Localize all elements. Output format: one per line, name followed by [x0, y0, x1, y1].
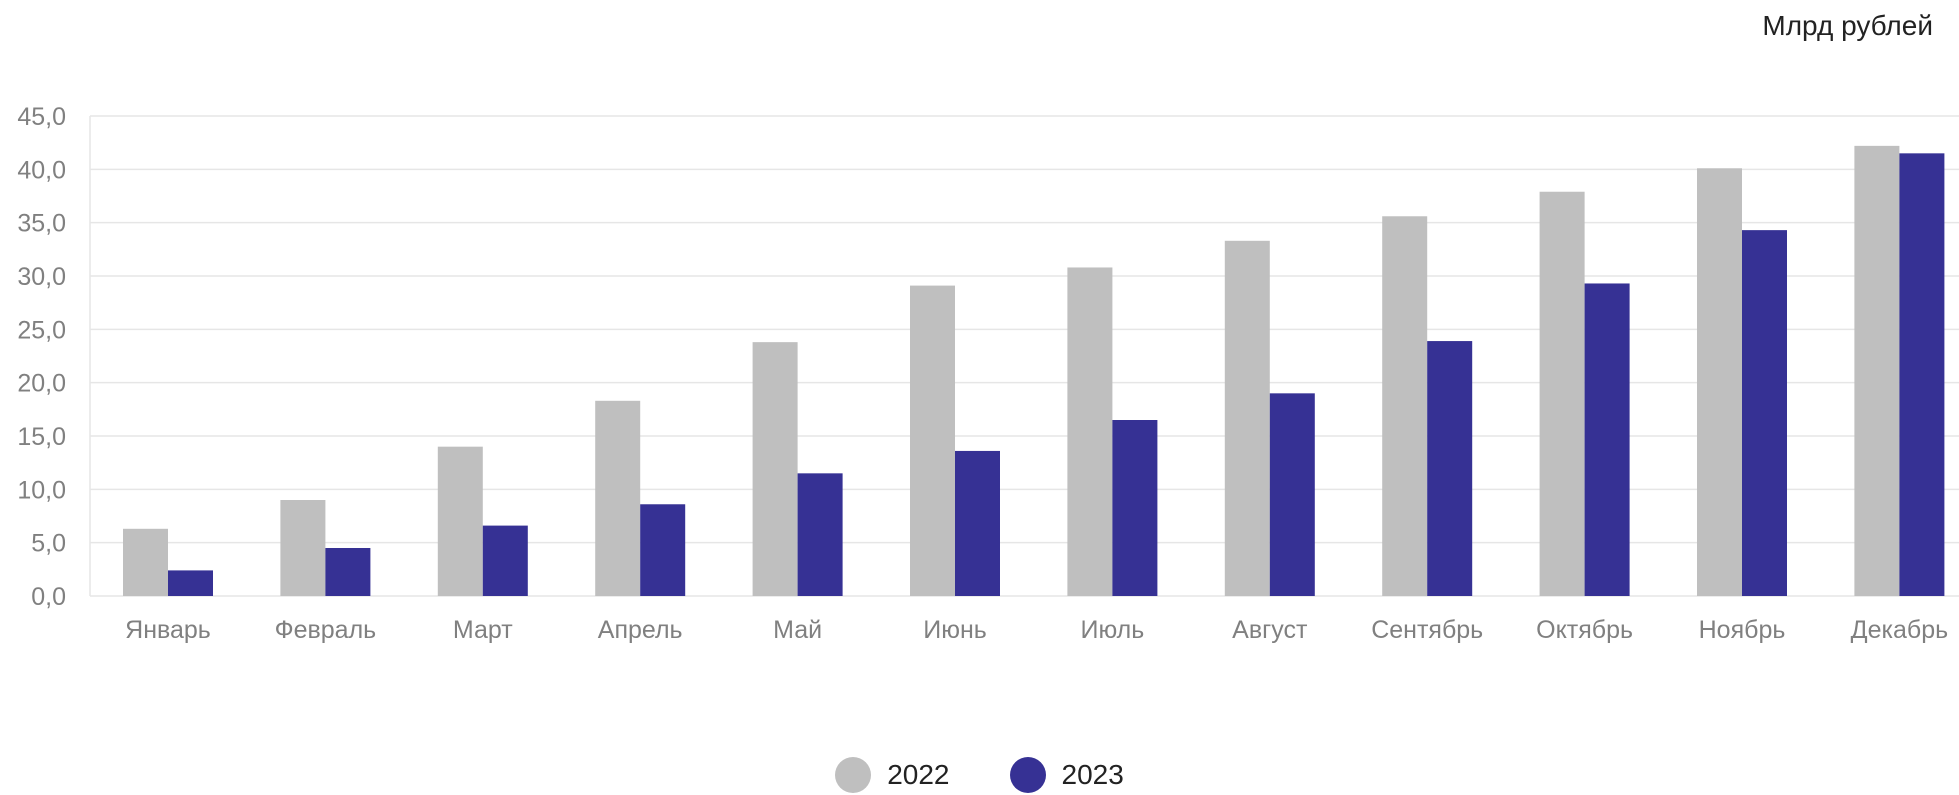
bar-2023-2[interactable]: [325, 548, 371, 596]
y-tick-label: 30,0: [17, 263, 66, 291]
bar-2022-7[interactable]: [1067, 267, 1113, 596]
grid-lines: [89, 115, 1959, 597]
bar-2022-12[interactable]: [1854, 145, 1900, 596]
bar-2022-8[interactable]: [1224, 240, 1270, 597]
y-tick-label: 45,0: [17, 103, 66, 131]
y-axis-ticks: 0,0 5,0 10,0 15,0 20,0 25,0 30,0 35,0 40,0 45,0: [17, 103, 66, 611]
bar-2023-5[interactable]: [797, 473, 843, 596]
y-tick-label: 40,0: [17, 156, 66, 184]
legend-label-2023: 2023: [1061, 759, 1124, 790]
x-tick-label: Сентябрь: [1371, 616, 1483, 644]
x-tick-label: Июль: [1081, 616, 1145, 644]
bar-2022-9[interactable]: [1382, 216, 1428, 596]
x-tick-label: Май: [773, 616, 822, 644]
bar-2023-1[interactable]: [168, 570, 213, 596]
x-tick-label: Декабрь: [1851, 616, 1948, 644]
bar-2023-6[interactable]: [955, 450, 1000, 596]
bar-2022-11[interactable]: [1697, 168, 1742, 596]
legend-item-2023[interactable]: 2023: [1009, 757, 1124, 793]
x-tick-label: Июнь: [923, 616, 987, 644]
bar-2022-4[interactable]: [595, 400, 641, 596]
y-tick-label: 10,0: [17, 476, 66, 504]
bar-2023-7[interactable]: [1112, 420, 1158, 596]
y-tick-label: 35,0: [17, 210, 66, 238]
y-tick-label: 25,0: [17, 316, 66, 344]
legend: 2022 2023: [0, 757, 1959, 793]
bar-2022-6[interactable]: [910, 285, 955, 596]
bar-2023-4[interactable]: [640, 504, 686, 596]
legend-marker-2022: [835, 757, 872, 793]
unit-label: Млрд рублей: [1762, 10, 1933, 41]
bar-2022-10[interactable]: [1539, 191, 1585, 596]
bar-2023-12[interactable]: [1899, 153, 1945, 597]
y-tick-label: 15,0: [17, 423, 66, 451]
bar-2023-3[interactable]: [482, 525, 528, 596]
bar-2022-2[interactable]: [280, 500, 326, 596]
bars: [123, 145, 1945, 597]
legend-marker-2023: [1009, 757, 1046, 793]
x-axis-ticks: Январь Февраль Март Апрель Май Июнь Июль Август…: [125, 616, 1948, 644]
x-tick-label: Март: [453, 616, 513, 644]
legend-label-2022: 2022: [887, 759, 950, 790]
bar-2022-1[interactable]: [123, 528, 168, 596]
bar-2023-11[interactable]: [1742, 230, 1787, 596]
bar-2022-5[interactable]: [752, 342, 798, 596]
x-tick-label: Ноябрь: [1699, 616, 1786, 644]
x-tick-label: Январь: [125, 616, 211, 644]
bar-chart: 0,0 5,0 10,0 15,0 20,0 25,0 30,0 35,0 40,0 45,0 Я…: [17, 103, 1959, 644]
x-tick-label: Февраль: [275, 616, 377, 644]
y-tick-label: 20,0: [17, 370, 66, 398]
x-tick-label: Октябрь: [1536, 616, 1633, 644]
x-tick-label: Апрель: [598, 616, 683, 644]
bar-2023-8[interactable]: [1269, 393, 1315, 596]
legend-item-2022[interactable]: 2022: [835, 757, 950, 793]
bar-2022-3[interactable]: [437, 446, 483, 596]
y-tick-label: 0,0: [31, 583, 66, 611]
bar-2023-9[interactable]: [1427, 341, 1473, 596]
y-tick-label: 5,0: [31, 530, 66, 558]
x-tick-label: Август: [1232, 616, 1308, 644]
bar-2023-10[interactable]: [1584, 283, 1630, 596]
